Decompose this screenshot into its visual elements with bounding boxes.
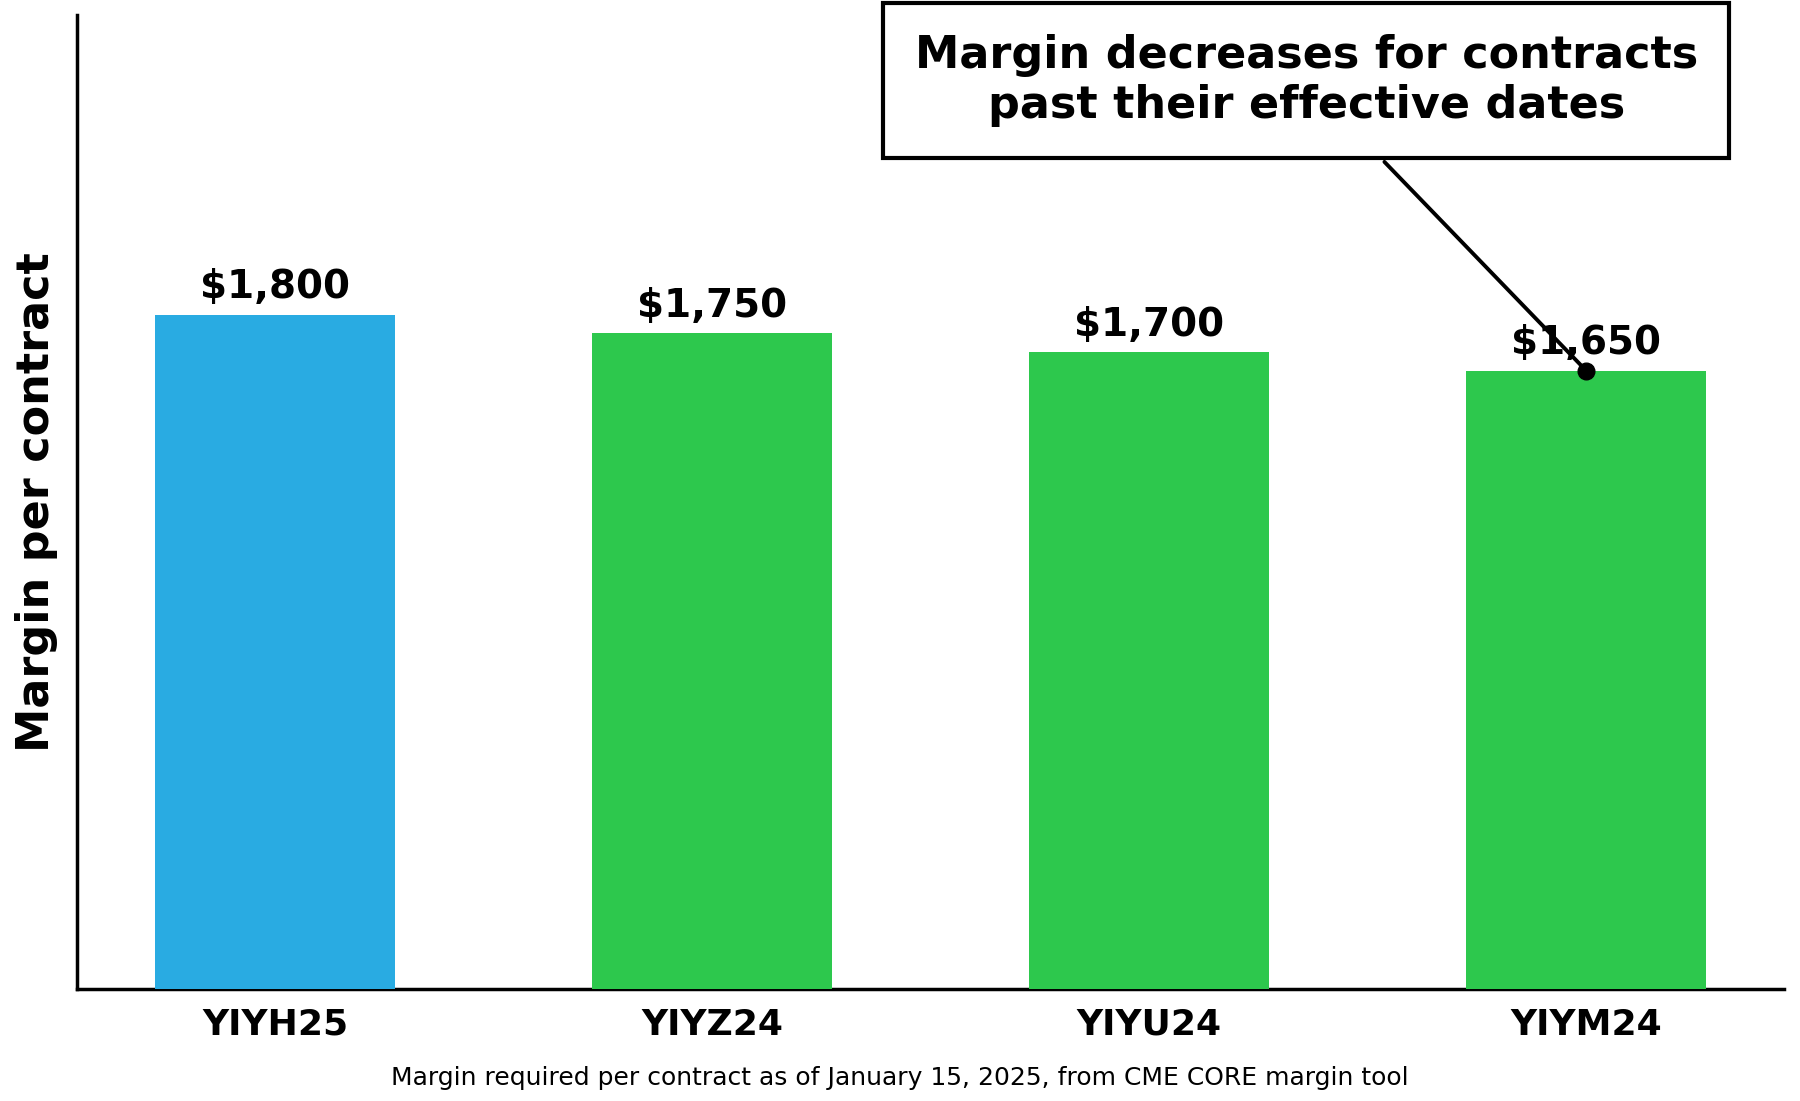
Bar (1030, 352, 1269, 989)
Bar (592, 334, 832, 989)
Text: $1,650: $1,650 (1512, 325, 1661, 362)
Text: Margin decreases for contracts
past their effective dates: Margin decreases for contracts past thei… (914, 34, 1697, 369)
Text: $1,700: $1,700 (1075, 306, 1224, 344)
Bar (155, 315, 396, 989)
Bar (1465, 371, 1706, 989)
Text: $1,800: $1,800 (200, 269, 351, 306)
Text: $1,750: $1,750 (637, 287, 787, 325)
Text: Margin required per contract as of January 15, 2025, from CME CORE margin tool: Margin required per contract as of Janua… (391, 1066, 1409, 1090)
Y-axis label: Margin per contract: Margin per contract (14, 252, 58, 752)
